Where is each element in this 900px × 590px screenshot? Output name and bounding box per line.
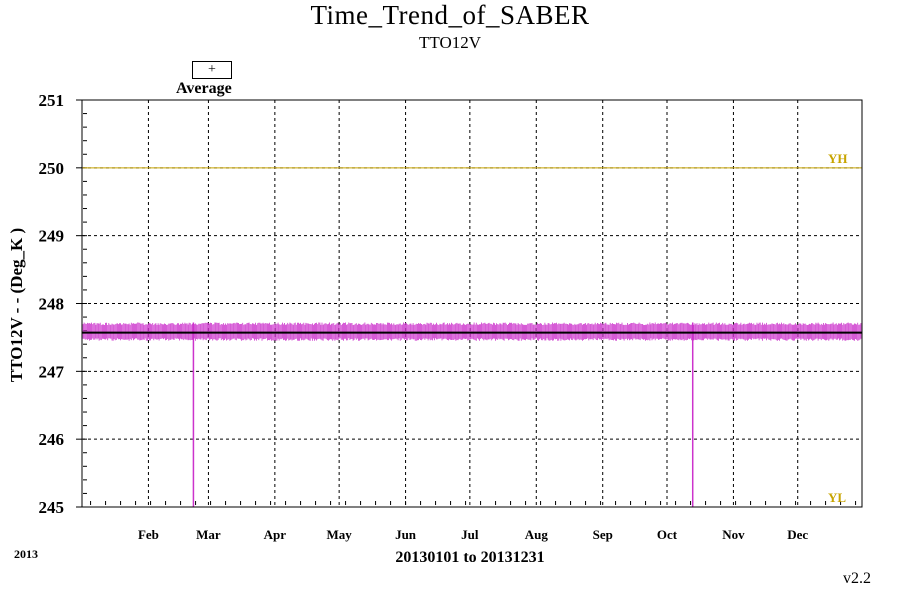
legend-label: Average [176,80,232,97]
reference-label-yh: YH [828,151,848,166]
x-tick-label: Aug [525,527,549,542]
y-tick-label: 245 [39,498,65,517]
chart-title: Time_Trend_of_SABER [310,0,590,30]
x-axis-label: 20130101 to 20131231 [395,549,545,566]
version-label: v2.2 [843,570,871,587]
y-tick-label: 250 [39,159,65,178]
x-tick-label: May [327,527,353,542]
y-tick-label: 249 [39,227,65,246]
x-tick-label: Dec [787,527,808,542]
x-tick-label: Feb [138,527,159,542]
x-tick-label: Apr [264,527,287,542]
plot-frame [81,99,863,508]
x-tick-label: Oct [657,527,678,542]
legend-symbol: + [192,61,232,79]
y-tick-label: 248 [39,295,65,314]
chart-subtitle: TTO12V [418,33,481,52]
year-label: 2013 [14,547,38,561]
x-tick-label: Jul [461,527,479,542]
y-tick-label: 247 [39,362,65,381]
x-tick-label: Nov [722,527,745,542]
x-tick-label: Jun [395,527,417,542]
data-series-band [81,322,863,341]
y-tick-label: 246 [39,430,65,449]
x-tick-label: Sep [593,527,613,542]
x-tick-label: Mar [196,527,221,542]
y-tick-label: 251 [39,91,65,110]
reference-label-yl: YL [828,490,846,505]
